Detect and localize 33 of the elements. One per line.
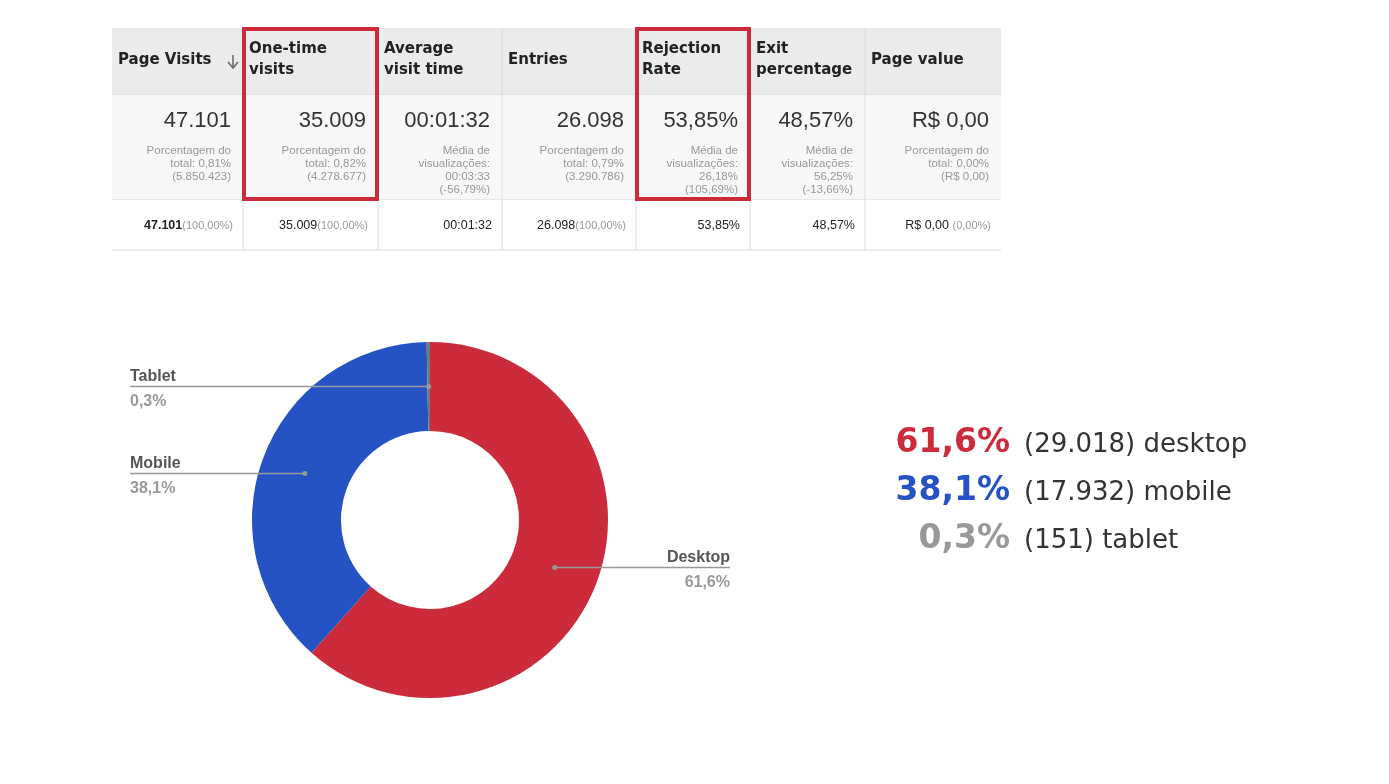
donut-slice [252,342,429,653]
text: Page value [871,50,964,68]
text: 26.098(100,00%) [537,218,626,232]
text: Exit percentage [756,39,853,78]
slice-label: Mobile [130,453,181,471]
text: Page Visits [118,50,212,68]
data-label: 61,6% [684,572,730,590]
text: Average visit time [384,39,464,78]
slice-label: Desktop [666,547,731,565]
data-label: 38,1% [130,478,176,496]
text: R$ 0,00 Porcentagem do total: 0,00% (R$ 0,00) [904,107,990,182]
text: 38,1% (17.932) mobile [895,469,1232,508]
text: 48,57% [812,218,855,232]
text: 47.101 Porcentagem do total: 0,81% (5.850.423) [146,107,232,182]
slice-label: Tablet [130,366,177,384]
text: 61,6% (29.018) desktop [895,421,1248,460]
text: 53,85% [697,218,740,232]
text: Entries [508,50,568,68]
text: 00:01:32 Média de visualizações: 00:03:33 (-56,79%) [404,107,491,195]
text: One-time visits [249,39,327,78]
text: 47.101(100,00%) [144,218,233,232]
text: 00:01:32 [443,218,493,232]
data-label: 0,3% [130,391,167,409]
text: R$ 0,00 (0,00%) [905,218,991,232]
donut-slice [426,342,430,432]
text: 48,57% Média de visualizações: 56,25% (-13,66%) [778,107,854,195]
text: 0,3% (151) tablet [918,517,1179,556]
text: 26.098 Porcentagem do total: 0,79% (3.290.786) [539,107,625,182]
text: 35.009 Porcentagem do total: 0,82% (4.278.677) [281,107,367,182]
text: Rejection Rate [642,39,722,78]
text: 53,85% Média de visualizações: 26,18% (105,69%) [663,107,739,195]
donut-slice [311,342,608,698]
text: 35.009(100,00%) [279,218,368,232]
